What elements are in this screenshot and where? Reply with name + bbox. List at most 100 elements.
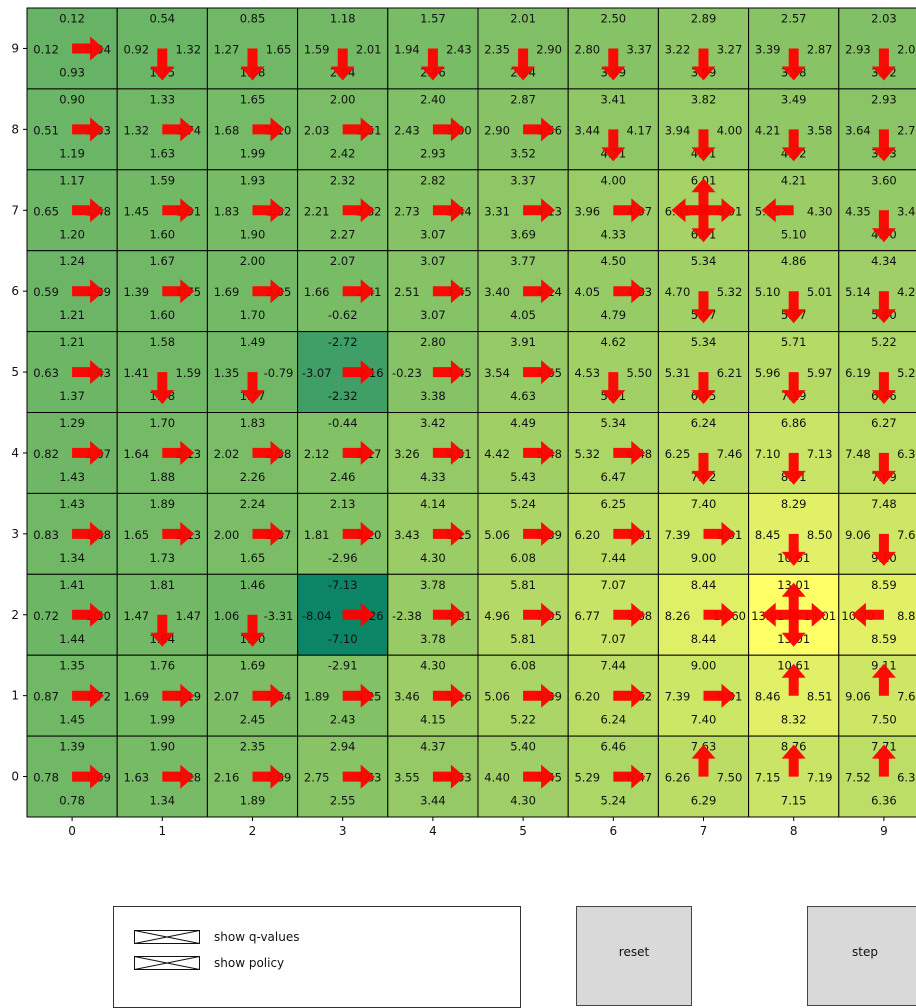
- q-value-label: 8.32: [781, 713, 807, 727]
- policy-arrow-right-icon: [432, 279, 465, 304]
- q-value-label: 4.34: [871, 254, 897, 268]
- q-value-label: 3.60: [871, 173, 897, 187]
- x-tick-label: 6: [609, 824, 617, 838]
- q-value-label: 0.65: [33, 204, 59, 218]
- q-value-label: 7.19: [807, 771, 833, 785]
- policy-arrow-right-icon: [523, 198, 556, 223]
- q-value-label: 3.07: [420, 227, 446, 241]
- q-value-label: 8.59: [871, 632, 897, 646]
- q-value-label: 5.24: [510, 497, 536, 511]
- q-value-label: 1.57: [420, 11, 446, 25]
- grid-cell: [838, 735, 916, 818]
- policy-arrow-up-icon: [781, 744, 806, 777]
- q-value-label: 7.15: [781, 794, 807, 808]
- policy-arrow-down-icon: [871, 533, 896, 566]
- policy-arrow-down-icon: [781, 372, 806, 405]
- policy-arrow-right-icon: [432, 521, 465, 546]
- q-value-label: 5.81: [510, 632, 536, 646]
- policy-arrow-down-icon: [781, 291, 806, 324]
- q-value-label: 2.89: [691, 11, 717, 25]
- q-value-label: 0.78: [33, 771, 59, 785]
- policy-arrow-down-icon: [871, 372, 896, 405]
- q-value-label: 7.52: [845, 771, 871, 785]
- q-value-label: 7.13: [807, 447, 833, 461]
- x-tick-label: 8: [790, 824, 798, 838]
- q-value-label: 2.80: [420, 335, 446, 349]
- q-value-label: 3.96: [574, 204, 600, 218]
- x-tick-label: 0: [68, 824, 76, 838]
- policy-arrow-right-icon: [523, 521, 556, 546]
- q-value-label: 2.82: [420, 173, 446, 187]
- q-value-label: 5.32: [717, 285, 743, 299]
- q-value-label: 6.36: [871, 794, 897, 808]
- q-value-label: 2.03: [304, 123, 330, 137]
- q-value-label: 7.07: [600, 632, 626, 646]
- q-value-label: 4.33: [600, 227, 626, 241]
- show-q-values-checkbox[interactable]: show q-values: [134, 930, 299, 944]
- q-value-label: 0.72: [33, 609, 59, 623]
- q-value-label: 0.54: [149, 11, 175, 25]
- q-value-label: 4.86: [781, 254, 807, 268]
- q-value-label: 4.14: [420, 497, 446, 511]
- policy-arrow-right-icon: [162, 521, 195, 546]
- q-value-label: 7.65: [897, 690, 916, 704]
- q-value-label: 2.57: [781, 11, 807, 25]
- q-value-label: 5.22: [871, 335, 897, 349]
- q-value-label: 7.40: [691, 713, 717, 727]
- q-value-label: 7.07: [600, 578, 626, 592]
- q-value-label: 1.65: [240, 92, 266, 106]
- q-value-label: 0.12: [59, 11, 85, 25]
- q-value-label: 1.93: [240, 173, 266, 187]
- q-value-label: 1.17: [59, 173, 85, 187]
- q-value-label: 3.44: [420, 794, 446, 808]
- policy-arrow-down-icon: [781, 452, 806, 485]
- policy-arrow-right-icon: [703, 683, 736, 708]
- policy-arrow-right-icon: [72, 36, 105, 61]
- q-value-label: 2.00: [330, 92, 356, 106]
- q-value-label: 0.92: [123, 42, 149, 56]
- q-value-label: 5.06: [484, 690, 510, 704]
- q-value-label: 6.33: [897, 447, 916, 461]
- q-value-label: 5.81: [510, 578, 536, 592]
- q-value-label: 2.16: [214, 771, 240, 785]
- policy-arrow-down-icon: [511, 48, 536, 81]
- q-value-label: 4.30: [420, 659, 446, 673]
- show-policy-checkbox[interactable]: show policy: [134, 956, 284, 970]
- q-value-label: 1.34: [149, 794, 175, 808]
- q-value-label: 2.00: [214, 528, 240, 542]
- q-value-label: 2.90: [536, 42, 562, 56]
- policy-arrows: [72, 36, 896, 789]
- q-value-label: 6.25: [665, 447, 691, 461]
- step-button[interactable]: step: [807, 906, 916, 1006]
- q-value-label: 3.40: [484, 285, 510, 299]
- x-tick-label: 7: [700, 824, 708, 838]
- policy-arrow-down-icon: [691, 129, 716, 162]
- policy-arrow-right-icon: [252, 117, 285, 142]
- q-value-label: 1.20: [59, 227, 85, 241]
- policy-arrow-down-icon: [330, 48, 355, 81]
- x-tick-label: 9: [880, 824, 888, 838]
- policy-arrow-right-icon: [342, 440, 375, 465]
- policy-arrow-down-icon: [601, 129, 626, 162]
- q-value-label: -3.07: [302, 366, 332, 380]
- policy-arrow-right-icon: [252, 198, 285, 223]
- q-value-label: 4.00: [717, 123, 743, 137]
- q-value-label: 1.41: [123, 366, 149, 380]
- q-value-label: 1.43: [59, 470, 85, 484]
- q-value-label: 2.21: [304, 204, 330, 218]
- q-value-label: 4.05: [574, 285, 600, 299]
- policy-arrow-right-icon: [162, 117, 195, 142]
- q-value-label: 4.33: [420, 470, 446, 484]
- reset-button[interactable]: reset: [576, 906, 692, 1006]
- policy-arrow-down-icon: [691, 48, 716, 81]
- policy-arrow-down-icon: [240, 614, 265, 647]
- q-value-label: 2.93: [871, 92, 897, 106]
- q-value-label: 4.62: [600, 335, 626, 349]
- policy-arrow-down-icon: [871, 452, 896, 485]
- q-value-label: 7.44: [600, 551, 626, 565]
- policy-arrow-right-icon: [613, 279, 646, 304]
- q-value-label: 4.17: [626, 123, 652, 137]
- q-value-label: 6.29: [691, 794, 717, 808]
- policy-arrow-down-icon: [691, 210, 716, 243]
- q-value-label: 2.93: [420, 146, 446, 160]
